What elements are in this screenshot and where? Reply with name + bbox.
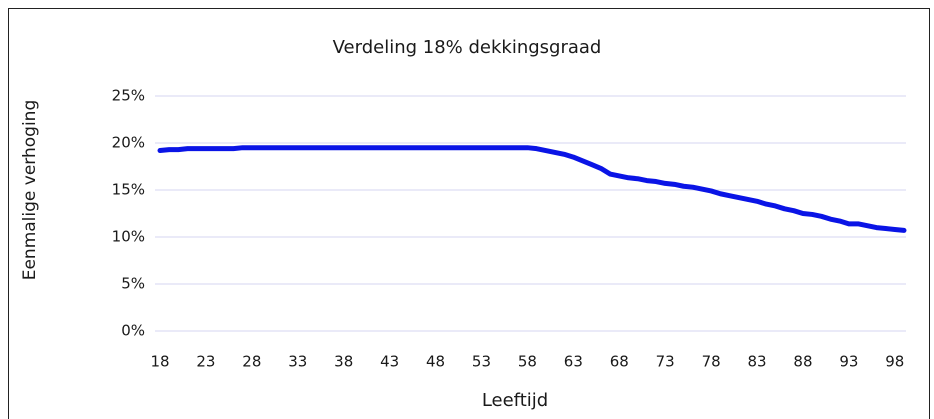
x-tick-label: 28 — [242, 353, 261, 371]
data-line — [157, 145, 907, 233]
x-tick-label: 48 — [426, 353, 445, 371]
chart-frame — [8, 8, 930, 419]
x-tick-label: 53 — [472, 353, 491, 371]
x-tick-label: 83 — [747, 353, 766, 371]
x-tick-label: 73 — [656, 353, 675, 371]
x-tick-label: 33 — [288, 353, 307, 371]
x-tick-label: 23 — [196, 353, 215, 371]
chart-title: Verdeling 18% dekkingsgraad — [333, 37, 602, 58]
y-tick-label: 5% — [121, 275, 145, 293]
x-tick-label: 68 — [610, 353, 629, 371]
y-tick-label: 10% — [112, 228, 145, 246]
y-axis-label: Eenmalige verhoging — [20, 100, 40, 281]
x-tick-label: 38 — [334, 353, 353, 371]
x-tick-label: 78 — [702, 353, 721, 371]
x-tick-label: 18 — [150, 353, 169, 371]
y-tick-label: 0% — [121, 322, 145, 340]
x-tick-label: 93 — [839, 353, 858, 371]
y-tick-label: 20% — [112, 134, 145, 152]
x-tick-label: 88 — [793, 353, 812, 371]
x-tick-label: 63 — [564, 353, 583, 371]
x-tick-label: 43 — [380, 353, 399, 371]
x-tick-label: 58 — [518, 353, 537, 371]
x-tick-label: 98 — [885, 353, 904, 371]
x-axis-label: Leeftijd — [482, 390, 548, 411]
y-tick-label: 15% — [112, 181, 145, 199]
y-tick-label: 25% — [112, 87, 145, 105]
